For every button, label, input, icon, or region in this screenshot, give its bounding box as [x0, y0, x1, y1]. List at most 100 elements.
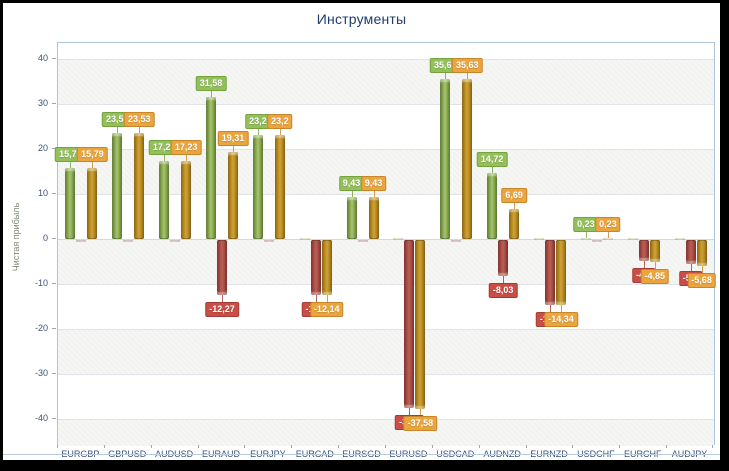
y-tick-label: 20 — [37, 143, 48, 153]
y-tick-mark — [52, 238, 56, 239]
label-leader-line — [550, 304, 551, 313]
x-tick-mark — [478, 445, 480, 448]
bar-green-EURUSD — [393, 237, 404, 240]
bar-red-EURNZD — [545, 240, 555, 306]
x-tick-mark — [103, 445, 105, 448]
bar-orange-EURUSD — [415, 240, 426, 410]
bar-orange-USDCHF — [602, 237, 613, 240]
bar-red-EURSGD — [357, 240, 368, 242]
bar-green-USDCAD — [440, 78, 451, 239]
y-tick-label: 30 — [37, 98, 48, 108]
bar-orange-EURNZD — [556, 240, 566, 305]
label-leader-line — [514, 200, 516, 209]
x-tick-mark — [244, 445, 246, 448]
plot-shaded-band — [58, 59, 714, 104]
panel-bottom-border — [3, 454, 720, 455]
label-leader-line — [409, 407, 411, 416]
bar-green-AUDUSD — [159, 161, 170, 239]
bar-red-AUDJPY — [685, 240, 696, 264]
plot-area: 15,79 15,79 23,53 23,53 17,23 17,23 31,58 -12,2… — [55, 42, 716, 446]
y-tick-mark — [52, 58, 56, 59]
bar-value-label: -5,68 — [687, 272, 716, 288]
bar-red-EURCAD — [310, 240, 321, 296]
bar-red-EURJPY — [263, 240, 274, 243]
bar-value-label: 23,53 — [124, 112, 155, 128]
bar-orange-EURGBP — [87, 167, 98, 239]
label-leader-line — [690, 262, 692, 271]
bar-value-label: -14,34 — [544, 311, 578, 327]
bar-green-EURNZD — [534, 237, 544, 240]
label-leader-line — [561, 303, 562, 312]
x-tick-mark — [150, 445, 152, 448]
x-axis: EURGBP GBPUSD AUDUSD EURAUD EURJPY EURCAD EURS… — [57, 445, 715, 460]
x-tick-mark — [338, 445, 340, 448]
plot-shaded-band — [58, 419, 714, 446]
bar-value-label: 31,58 — [195, 75, 227, 91]
bar-green-AUDJPY — [674, 237, 685, 240]
y-tick-label: -30 — [34, 368, 48, 378]
x-tick-mark — [197, 445, 199, 448]
bar-orange-AUDUSD — [181, 161, 192, 239]
bar-green-GBPUSD — [112, 133, 123, 239]
bar-orange-GBPUSD — [134, 133, 145, 239]
bar-red-USDCHF — [591, 240, 602, 242]
label-leader-line — [373, 188, 375, 197]
label-leader-line — [70, 159, 72, 168]
bar-orange-EURSGD — [368, 196, 379, 239]
bar-value-label: -37,58 — [403, 416, 438, 432]
label-leader-line — [257, 126, 259, 135]
label-leader-line — [117, 125, 119, 134]
y-tick-label: 40 — [37, 53, 48, 63]
label-leader-line — [222, 294, 223, 303]
x-tick-mark — [525, 445, 527, 448]
bar-red-EURUSD — [404, 240, 415, 409]
bar-orange-AUDJPY — [696, 240, 707, 266]
gridline — [58, 419, 714, 420]
y-tick-mark — [52, 373, 56, 374]
bar-green-EURSGD — [346, 196, 357, 239]
bar-green-EURCAD — [299, 237, 310, 240]
label-leader-line — [164, 153, 166, 162]
chart-title: Инструменты — [316, 11, 407, 27]
y-tick-label: -40 — [34, 413, 48, 423]
y-tick-mark — [52, 328, 56, 329]
label-leader-line — [351, 188, 353, 197]
bar-value-label: 0,23 — [573, 216, 599, 232]
bar-orange-EURCAD — [321, 240, 332, 295]
label-leader-line — [420, 408, 422, 417]
gridline — [58, 329, 714, 330]
label-leader-line — [643, 259, 645, 268]
label-leader-line — [186, 153, 188, 162]
x-tick-mark — [666, 445, 668, 448]
x-tick-mark — [57, 445, 58, 448]
x-tick-mark — [572, 445, 574, 448]
y-tick-label: 0 — [42, 233, 48, 243]
bar-value-label: -8,03 — [488, 283, 518, 299]
gridline — [58, 194, 714, 195]
bar-value-label: 35,63 — [452, 57, 483, 73]
bar-red-EURAUD — [217, 240, 227, 296]
bar-value-label: -12,27 — [205, 302, 239, 318]
bar-green-AUDNZD — [487, 172, 498, 239]
bar-orange-EURCHF — [649, 240, 660, 262]
y-tick-mark — [52, 418, 56, 419]
bar-value-label: -4,85 — [640, 268, 669, 284]
label-leader-line — [445, 70, 447, 79]
bar-value-label: 15,79 — [77, 146, 108, 162]
bar-red-AUDNZD — [498, 240, 509, 277]
label-leader-line — [233, 144, 234, 153]
gridline — [58, 104, 714, 105]
y-axis: 40 30 20 10 0 -10 -20 -30 -40 — [3, 42, 57, 445]
gridline — [58, 284, 714, 285]
bar-value-label: 23,2 — [267, 113, 293, 129]
bar-orange-USDCAD — [462, 78, 473, 239]
x-tick-mark — [385, 445, 386, 448]
bar-value-label: 14,72 — [476, 151, 508, 167]
y-tick-mark — [52, 193, 56, 194]
y-tick-mark — [52, 283, 56, 284]
bar-red-USDCAD — [451, 240, 462, 243]
x-tick-mark — [619, 445, 621, 448]
bar-green-EURCHF — [627, 237, 638, 240]
label-leader-line — [326, 293, 328, 302]
